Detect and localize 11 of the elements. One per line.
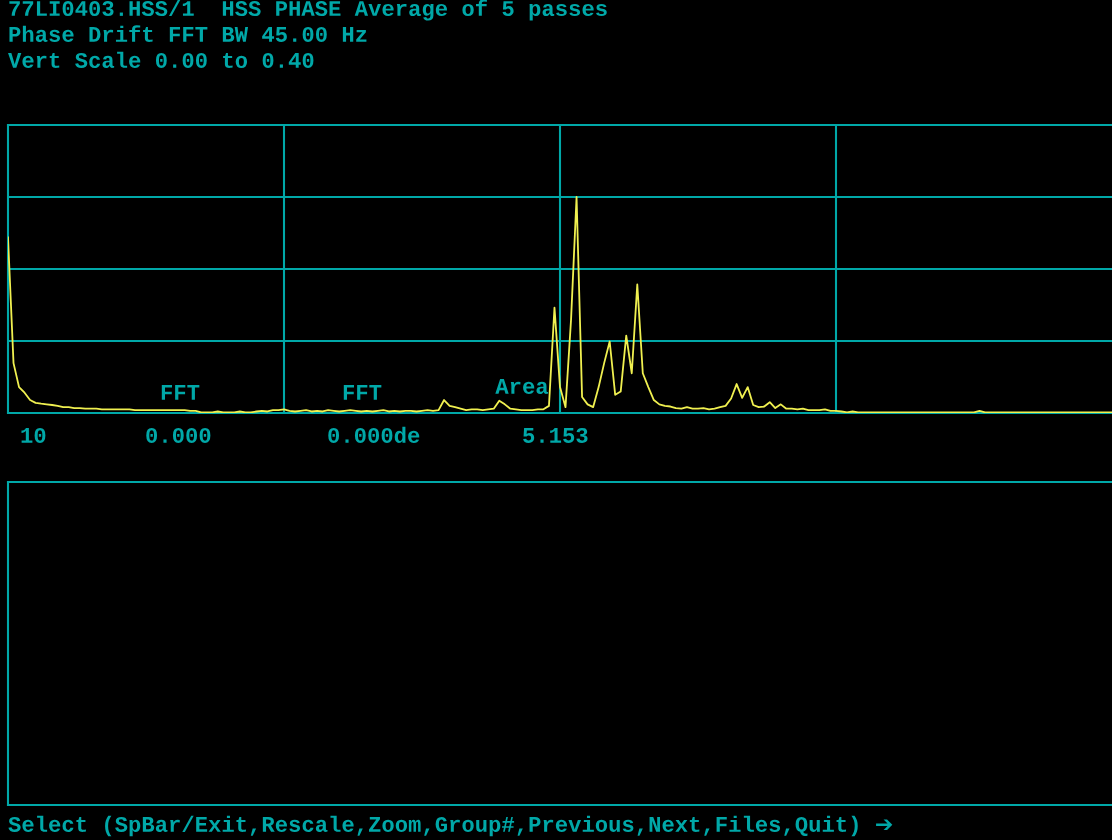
annotation: Area [495,379,549,394]
text: 0.000 [146,427,211,443]
text: 0.000de [328,426,420,443]
text: Vert Scale 0.00 to 0.40 [8,51,314,68]
chart-title: 77LI0403.HSS/1 HSS PHASE Average of 5 passes [9,0,607,21]
annotation: FFT [343,385,382,400]
text: 10 [21,427,46,443]
text: Select (SpBar/Exit,Rescale,Zoom,Group#,Previous,Next,Files,Quit) ➔ [8,815,893,837]
text: 5.153 [523,427,588,443]
annotation: FFT [161,385,200,400]
chart-subtitle: Phase Drift FFT BW 45.00 Hz [9,25,367,42]
